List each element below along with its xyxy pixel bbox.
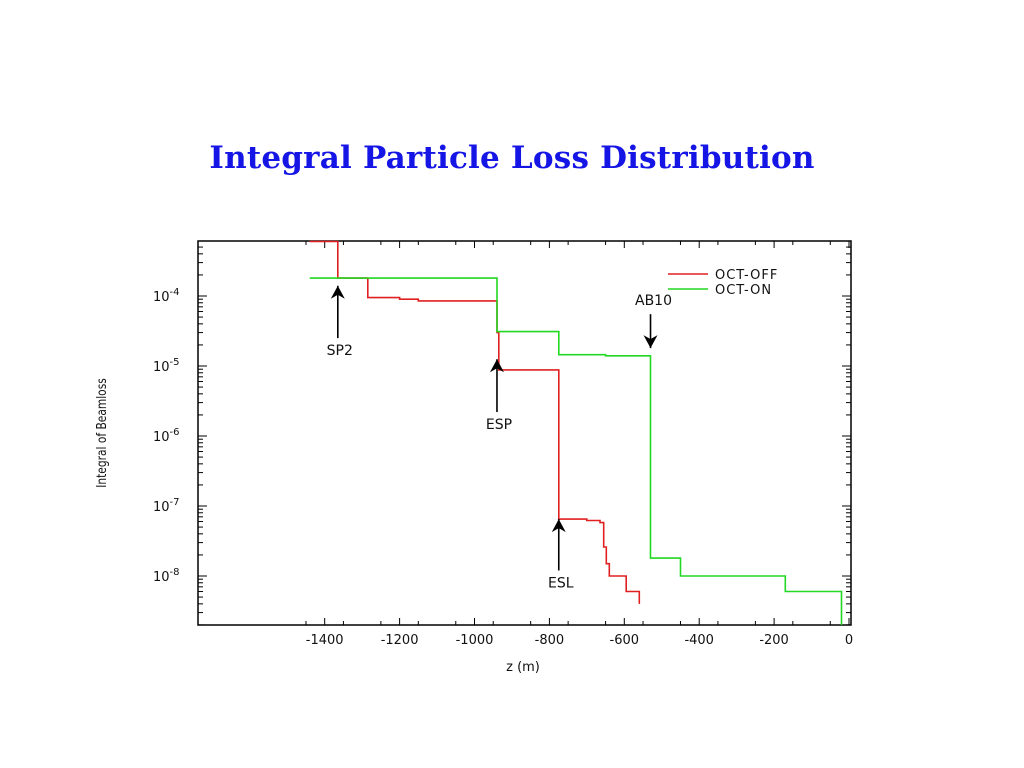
- annotation-arrow-head: [551, 519, 566, 533]
- x-tick-label: -600: [610, 633, 640, 648]
- y-tick-label: 10-7: [153, 497, 180, 515]
- legend-label: OCT-OFF: [715, 268, 778, 283]
- annotation-label: ESL: [548, 575, 574, 591]
- axis-ticks: -1400 -1200 -1000 -800 -600 -400 -200 0 10-4 10-5…: [153, 241, 853, 648]
- series-layer: [309, 240, 843, 625]
- annotation-arrow-head: [330, 285, 345, 299]
- annotation-label: ESP: [486, 417, 512, 433]
- annotation-label: SP2: [327, 343, 353, 359]
- legend-label: OCT-ON: [715, 283, 772, 298]
- x-tick-label: -200: [759, 633, 789, 648]
- series-line-oct-off: [309, 240, 641, 604]
- series-line-oct-on: [309, 277, 843, 625]
- x-tick-label: -1400: [306, 633, 344, 648]
- annotation-label: AB10: [635, 293, 672, 309]
- y-axis-title: Integral of Beamloss: [94, 378, 109, 488]
- annotations-layer: SP2 ESP ESL AB10: [327, 285, 672, 591]
- x-axis-title: z (m): [506, 660, 540, 675]
- x-tick-label: -800: [535, 633, 565, 648]
- slide-title: Integral Particle Loss Distribution: [209, 140, 815, 176]
- y-tick-label: 10-5: [153, 357, 180, 375]
- x-tick-label: -1200: [381, 633, 419, 648]
- annotation-arrow-head: [489, 359, 504, 373]
- plot-frame: [197, 240, 852, 626]
- x-tick-label: 0: [845, 633, 853, 648]
- x-tick-label: -1000: [456, 633, 494, 648]
- y-tick-label: 10-6: [153, 427, 180, 445]
- annotation-arrow-head: [643, 335, 658, 349]
- y-tick-label: 10-4: [153, 287, 180, 305]
- y-tick-label: 10-8: [153, 567, 180, 585]
- x-tick-label: -400: [684, 633, 714, 648]
